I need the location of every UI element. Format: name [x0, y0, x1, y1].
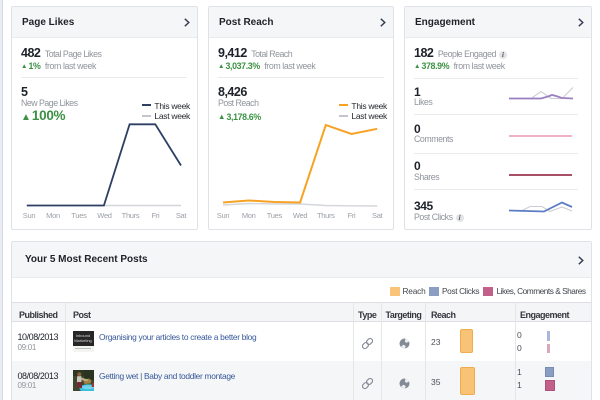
svg-text:Fri: Fri [348, 211, 356, 220]
svg-text:Wed: Wed [293, 211, 308, 220]
svg-text:Sat: Sat [176, 211, 188, 220]
svg-text:Wed: Wed [97, 211, 112, 220]
svg-text:Sun: Sun [217, 211, 230, 220]
svg-text:Fri: Fri [152, 211, 160, 220]
svg-text:Mon: Mon [242, 211, 256, 220]
svg-text:Thurs: Thurs [317, 211, 335, 220]
svg-text:Sun: Sun [23, 211, 36, 220]
svg-text:Mon: Mon [46, 211, 60, 220]
svg-text:Tues: Tues [267, 211, 283, 220]
svg-text:Sat: Sat [372, 211, 384, 220]
svg-text:Tues: Tues [71, 211, 87, 220]
svg-text:Thurs: Thurs [122, 211, 140, 220]
